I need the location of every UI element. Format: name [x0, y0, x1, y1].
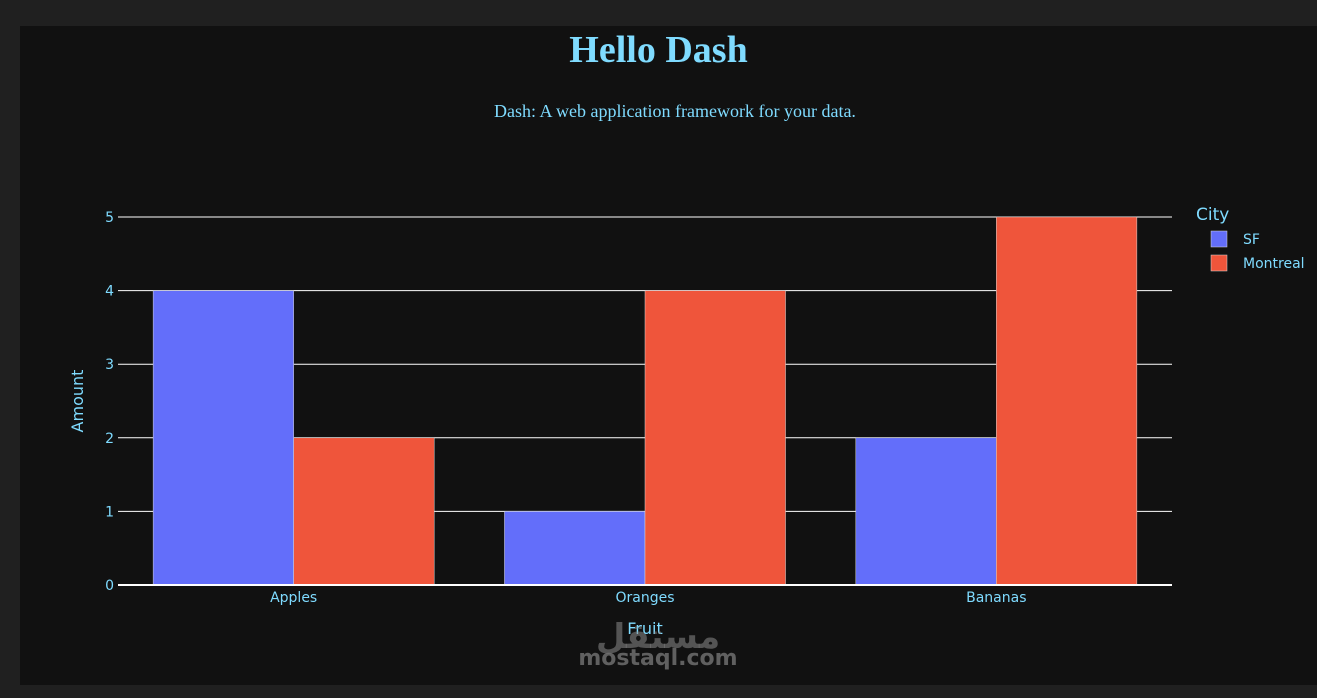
x-axis-title: Fruit — [627, 619, 662, 638]
watermark-latin: mostaql.com — [578, 646, 738, 671]
y-tick-label: 4 — [105, 284, 114, 300]
x-tick-label: Bananas — [966, 590, 1026, 606]
y-tick-label: 5 — [105, 210, 114, 226]
axes: 0 1 2 3 4 5 Apples Oranges Bananas Fruit Amount — [68, 210, 1172, 638]
bar-montreal-oranges — [644, 290, 786, 586]
y-tick-label: 0 — [105, 578, 114, 594]
x-tick-label: Apples — [270, 590, 317, 606]
bar-sf-apples — [152, 290, 294, 586]
bar-sf-bananas — [855, 437, 997, 586]
legend-label-montreal: Montreal — [1243, 256, 1305, 272]
bars — [152, 216, 1138, 586]
bar-sf-oranges — [504, 511, 646, 586]
bar-montreal-bananas — [996, 216, 1138, 586]
y-tick-label: 1 — [105, 504, 114, 520]
y-axis-title: Amount — [68, 370, 87, 433]
bar-montreal-apples — [293, 437, 435, 586]
legend-swatch-montreal — [1210, 254, 1228, 272]
watermark: مستقل mostaql.com — [578, 618, 738, 670]
y-tick-label: 2 — [105, 431, 114, 447]
legend: City SF Montreal — [1196, 205, 1305, 272]
legend-swatch-sf — [1210, 230, 1228, 248]
page-title: Hello Dash — [569, 29, 748, 71]
watermark-arabic: مستقل — [595, 617, 721, 657]
legend-label-sf: SF — [1243, 232, 1260, 248]
legend-title: City — [1196, 205, 1229, 225]
page-subtitle: Dash: A web application framework for yo… — [494, 101, 856, 121]
y-tick-label: 3 — [105, 357, 114, 373]
x-tick-label: Oranges — [615, 590, 674, 606]
